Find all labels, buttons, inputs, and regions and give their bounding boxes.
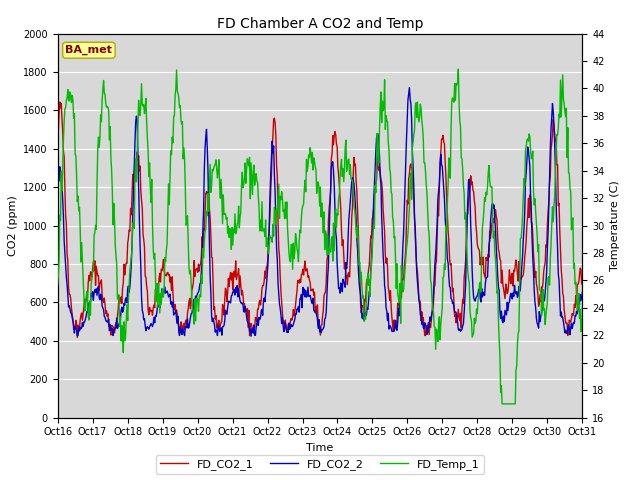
FD_Temp_1 [198,280,206,286]
FD_Temp_1 [499,401,506,407]
Text: BA_met: BA_met [65,45,113,55]
FD_Temp_1 [454,66,462,72]
Legend: FD_CO2_1, FD_CO2_2, FD_Temp_1: FD_CO2_1, FD_CO2_2, FD_Temp_1 [156,455,484,474]
FD_CO2_2 [406,84,413,90]
FD_CO2_1 [64,258,72,264]
Line: FD_CO2_1: FD_CO2_1 [58,102,582,337]
X-axis label: Time: Time [307,443,333,453]
Line: FD_CO2_2: FD_CO2_2 [58,87,582,336]
Y-axis label: Temperature (C): Temperature (C) [610,180,620,271]
FD_CO2_1 [172,309,180,315]
FD_CO2_2 [198,256,206,262]
FD_Temp_1 [383,119,391,125]
Line: FD_Temp_1: FD_Temp_1 [58,69,582,404]
FD_CO2_1 [401,263,408,269]
FD_CO2_2 [400,231,408,237]
FD_CO2_1 [56,99,63,105]
FD_Temp_1 [399,289,406,295]
FD_CO2_2 [247,333,255,339]
FD_Temp_1 [54,282,61,288]
FD_CO2_2 [385,311,392,316]
FD_CO2_1 [579,276,586,282]
FD_CO2_2 [170,311,178,317]
FD_CO2_1 [54,134,61,140]
FD_Temp_1 [117,338,125,344]
FD_Temp_1 [63,95,71,100]
FD_CO2_1 [385,289,393,295]
FD_CO2_2 [54,199,61,204]
FD_CO2_2 [579,289,586,295]
FD_Temp_1 [579,305,586,311]
FD_CO2_1 [119,285,127,291]
Y-axis label: CO2 (ppm): CO2 (ppm) [8,195,18,256]
FD_CO2_2 [63,282,71,288]
FD_Temp_1 [170,113,178,119]
FD_CO2_2 [117,308,125,313]
FD_CO2_1 [200,226,207,231]
FD_CO2_1 [74,335,81,340]
Title: FD Chamber A CO2 and Temp: FD Chamber A CO2 and Temp [217,17,423,31]
